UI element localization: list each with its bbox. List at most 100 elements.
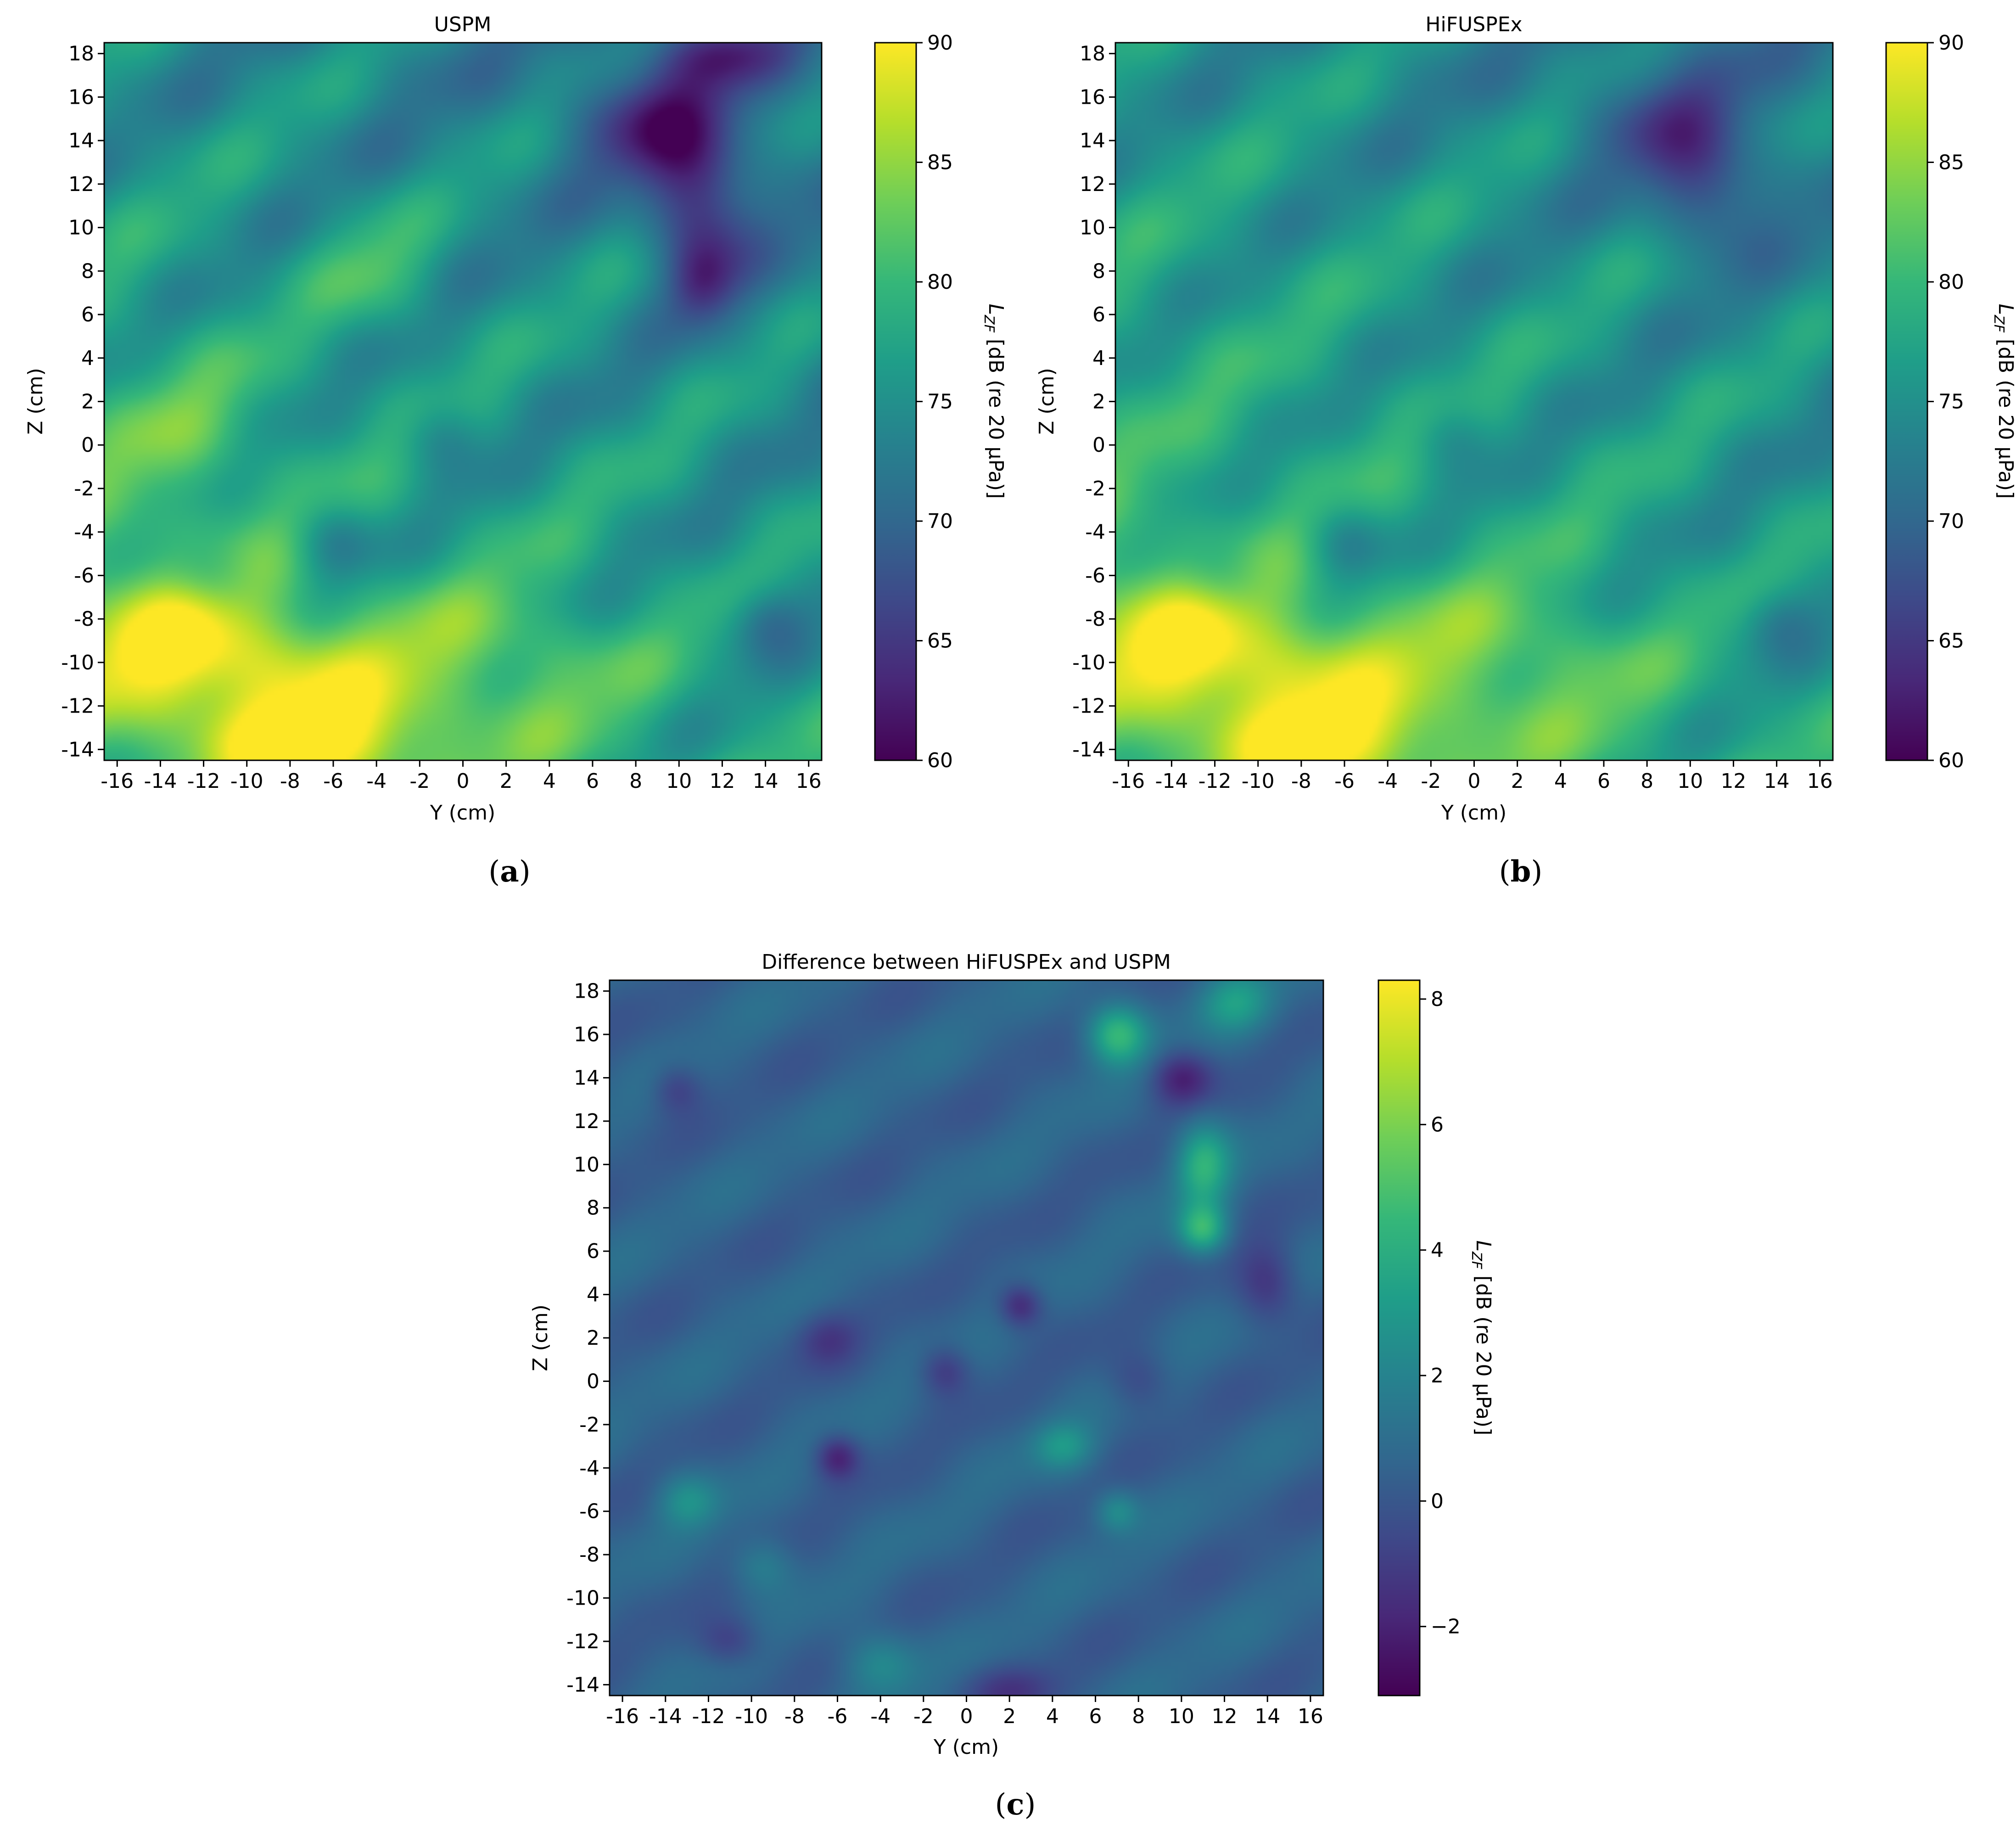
x-tick-label: 2 (500, 769, 513, 793)
y-tick-label: 0 (1092, 433, 1105, 457)
x-tick-label: 14 (1254, 1705, 1280, 1728)
caption-letter: a (500, 854, 519, 889)
x-tick-label: -16 (101, 769, 134, 793)
y-tick-label: -4 (74, 521, 94, 544)
colorbar (1378, 979, 1421, 1696)
caption-c: (c) (995, 1787, 1036, 1822)
y-tick-label: -6 (74, 564, 94, 587)
colorbar-label: LZF [dB (re 20 µPa)] (1991, 304, 2016, 499)
caption-a: (a) (488, 854, 530, 889)
x-tick-label: 14 (1764, 769, 1790, 793)
x-tick-label: 16 (1807, 769, 1833, 793)
x-tick-label: -4 (870, 1705, 890, 1728)
colorbar-tick-label: 65 (927, 629, 953, 653)
colorbar-tick-label: 80 (1938, 270, 1964, 294)
colorbar-tick-label: 80 (927, 270, 953, 294)
colorbar-label-sub: ZF (1468, 1251, 1484, 1269)
panel-title: HiFUSPEx (1425, 13, 1522, 36)
y-tick-label: 2 (1092, 390, 1105, 414)
x-tick-label: -6 (1334, 769, 1355, 793)
x-ticks: -16 -14 -12 -10 -8 -6 -4 -2 0 2 4 6 8 10 12 14 16 (1112, 760, 1833, 793)
y-tick-label: 14 (1080, 129, 1105, 152)
x-tick-label: 10 (1677, 769, 1703, 793)
y-tick-label: 12 (1080, 173, 1105, 196)
y-tick-label: -10 (566, 1587, 599, 1610)
panel-a-uspm-heatmap: USPM -16 -14 -12 -10 -8 -6 -4 -2 0 2 4 6 8 10 12 14 16 1… (24, 13, 1008, 825)
colorbar-label-var: L (1994, 304, 2016, 315)
x-tick-label: -10 (1242, 769, 1275, 793)
x-tick-label: -6 (323, 769, 343, 793)
colorbar-tick-label: 90 (1938, 31, 1964, 55)
caption-open: ( (1499, 855, 1511, 889)
colorbar-tick-label: 85 (1938, 151, 1964, 174)
y-tick-label: 18 (68, 42, 94, 66)
y-tick-label: 8 (81, 259, 94, 283)
y-axis-label: Z (cm) (529, 1304, 552, 1371)
x-axis-label: Y (cm) (430, 801, 495, 825)
x-tick-label: 8 (1641, 769, 1653, 793)
x-tick-label: -12 (1198, 769, 1232, 793)
x-tick-label: 6 (1597, 769, 1610, 793)
y-tick-label: 2 (81, 390, 94, 414)
colorbar-tick-label: 8 (1431, 988, 1444, 1011)
x-tick-label: 12 (709, 769, 735, 793)
y-tick-label: 10 (574, 1153, 599, 1176)
x-tick-label: -2 (913, 1705, 934, 1728)
x-tick-label: -10 (230, 769, 263, 793)
y-tick-label: -2 (74, 477, 94, 500)
panel-c-difference-heatmap: Difference between HiFUSPEx and USPM -16… (529, 950, 1495, 1759)
y-tick-label: -4 (579, 1456, 599, 1480)
y-tick-label: -12 (1072, 695, 1105, 718)
heatmap-image (610, 980, 1323, 1696)
y-ticks: 18 16 14 12 10 8 6 4 2 0 -2 -4 -6 -8 -10 -12 -14 (61, 42, 104, 761)
colorbar-tick-label: 4 (1431, 1239, 1444, 1262)
y-tick-label: 16 (1080, 85, 1105, 109)
y-tick-label: 6 (1092, 303, 1105, 326)
y-tick-label: -8 (1085, 607, 1105, 631)
colorbar-label-sub: ZF (981, 314, 997, 333)
colorbar-label-unit: [dB (re 20 µPa)] (984, 332, 1008, 499)
colorbar (874, 42, 917, 761)
colorbar-tick-label: −2 (1431, 1615, 1461, 1639)
colorbar-tick-label: 70 (927, 510, 953, 533)
x-tick-label: -14 (649, 1705, 682, 1728)
y-tick-label: 4 (1092, 347, 1105, 370)
x-tick-label: 14 (753, 769, 778, 793)
y-tick-label: 12 (68, 173, 94, 196)
colorbar-label-unit: [dB (re 20 µPa)] (1994, 332, 2016, 499)
colorbar-label: LZF [dB (re 20 µPa)] (1468, 1241, 1495, 1436)
colorbar-label-var: L (984, 304, 1008, 315)
caption-open: ( (488, 855, 500, 889)
caption-close: ) (519, 855, 531, 889)
colorbar-tick-label: 90 (927, 31, 953, 55)
y-tick-label: -8 (579, 1543, 599, 1567)
x-tick-label: 0 (1468, 769, 1481, 793)
caption-b: (b) (1499, 854, 1543, 889)
y-ticks: 18 16 14 12 10 8 6 4 2 0 -2 -4 -6 -8 -10 -12 -14 (566, 980, 610, 1696)
x-tick-label: -2 (1421, 769, 1441, 793)
y-tick-label: -2 (1085, 477, 1105, 500)
y-tick-label: 6 (81, 303, 94, 326)
colorbar-tick-label: 65 (1938, 629, 1964, 653)
colorbar-tick-label: 60 (1938, 749, 1964, 772)
y-ticks: 18 16 14 12 10 8 6 4 2 0 -2 -4 -6 -8 -10 -12 -14 (1072, 42, 1115, 761)
colorbar (1885, 42, 1928, 761)
y-tick-label: -2 (579, 1413, 599, 1437)
caption-close: ) (1531, 855, 1542, 889)
colorbar-label-sub: ZF (1991, 314, 2007, 333)
caption-letter: b (1511, 854, 1531, 889)
panel-b-hifuspex-heatmap: HiFUSPEx -16 -14 -12 -10 -8 -6 -4 -2 0 2 4 6 8 10 12 14… (1035, 13, 2016, 825)
y-tick-label: -8 (74, 607, 94, 631)
y-tick-label: 14 (68, 129, 94, 152)
x-tick-label: -8 (784, 1705, 805, 1728)
y-tick-label: 10 (1080, 216, 1105, 240)
y-tick-label: -10 (61, 651, 94, 674)
x-tick-label: 12 (1720, 769, 1746, 793)
y-tick-label: 0 (81, 433, 94, 457)
x-tick-label: 2 (1003, 1705, 1016, 1728)
caption-letter: c (1007, 1787, 1025, 1822)
y-tick-label: -12 (61, 695, 94, 718)
colorbar-label-unit: [dB (re 20 µPa)] (1472, 1269, 1495, 1435)
colorbar-tick-label: 6 (1431, 1113, 1444, 1136)
y-tick-label: 14 (574, 1066, 599, 1089)
